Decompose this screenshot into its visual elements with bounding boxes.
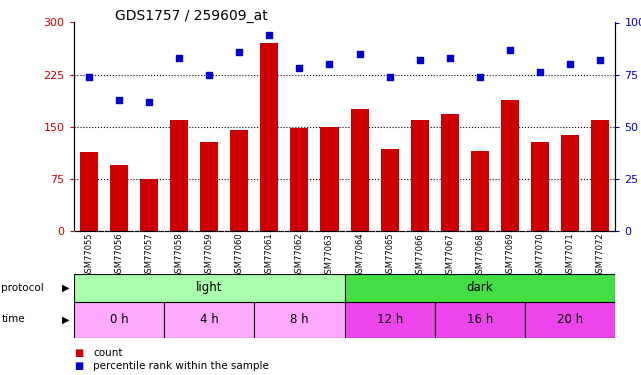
Point <box>445 55 455 61</box>
Point <box>204 72 214 78</box>
Text: time: time <box>1 315 25 324</box>
Bar <box>170 120 188 231</box>
Text: GSM77071: GSM77071 <box>566 233 575 278</box>
Bar <box>411 120 429 231</box>
Text: ■: ■ <box>74 348 83 358</box>
Text: GSM77068: GSM77068 <box>476 233 485 279</box>
Bar <box>345 302 435 338</box>
Text: GSM77067: GSM77067 <box>445 233 454 279</box>
Point <box>83 74 94 80</box>
Text: ▶: ▶ <box>62 315 69 324</box>
Text: GSM77055: GSM77055 <box>84 233 93 278</box>
Point <box>264 32 274 38</box>
Text: 8 h: 8 h <box>290 313 309 326</box>
Bar <box>435 302 525 338</box>
Bar <box>531 142 549 231</box>
Bar <box>345 274 615 302</box>
Point <box>174 55 184 61</box>
Point <box>354 51 365 57</box>
Text: 0 h: 0 h <box>110 313 128 326</box>
Text: GSM77070: GSM77070 <box>536 233 545 278</box>
Bar <box>501 100 519 231</box>
Bar <box>441 114 459 231</box>
Text: GSM77061: GSM77061 <box>265 233 274 278</box>
Text: GSM77058: GSM77058 <box>174 233 183 278</box>
Bar <box>290 128 308 231</box>
Bar <box>351 109 369 231</box>
Point <box>535 69 545 75</box>
Text: GSM77066: GSM77066 <box>415 233 424 279</box>
Bar <box>525 302 615 338</box>
Text: percentile rank within the sample: percentile rank within the sample <box>93 361 269 370</box>
Text: GSM77069: GSM77069 <box>506 233 515 278</box>
Bar <box>260 44 278 231</box>
Text: ▶: ▶ <box>62 283 69 293</box>
Text: 16 h: 16 h <box>467 313 493 326</box>
Bar <box>254 302 345 338</box>
Text: GSM77056: GSM77056 <box>114 233 123 278</box>
Text: GSM77059: GSM77059 <box>204 233 213 278</box>
Text: 20 h: 20 h <box>557 313 583 326</box>
Text: 4 h: 4 h <box>200 313 219 326</box>
Text: GSM77072: GSM77072 <box>596 233 605 278</box>
Point <box>505 46 515 53</box>
Text: light: light <box>196 281 222 294</box>
Bar <box>320 127 338 231</box>
Text: GSM77060: GSM77060 <box>235 233 244 278</box>
Bar <box>79 152 98 231</box>
Text: protocol: protocol <box>1 283 44 293</box>
Bar <box>140 178 158 231</box>
Text: count: count <box>93 348 122 358</box>
Point <box>234 49 244 55</box>
Bar <box>471 151 489 231</box>
Point <box>294 65 304 71</box>
Bar <box>230 130 248 231</box>
Point <box>113 96 124 102</box>
Point <box>144 99 154 105</box>
Text: GDS1757 / 259609_at: GDS1757 / 259609_at <box>115 9 268 23</box>
Bar <box>164 302 254 338</box>
Bar <box>591 120 610 231</box>
Bar <box>562 135 579 231</box>
Bar <box>381 149 399 231</box>
Text: ■: ■ <box>74 361 83 370</box>
Point <box>385 74 395 80</box>
Point <box>565 61 576 67</box>
Text: GSM77062: GSM77062 <box>295 233 304 278</box>
Text: dark: dark <box>467 281 494 294</box>
Text: GSM77063: GSM77063 <box>325 233 334 279</box>
Bar <box>74 302 164 338</box>
Point <box>595 57 606 63</box>
Text: GSM77064: GSM77064 <box>355 233 364 278</box>
Bar <box>110 165 128 231</box>
Bar <box>74 274 345 302</box>
Point <box>415 57 425 63</box>
Text: GSM77065: GSM77065 <box>385 233 394 278</box>
Text: GSM77057: GSM77057 <box>144 233 153 278</box>
Point <box>475 74 485 80</box>
Point <box>324 61 335 67</box>
Bar <box>200 142 218 231</box>
Text: 12 h: 12 h <box>376 313 403 326</box>
